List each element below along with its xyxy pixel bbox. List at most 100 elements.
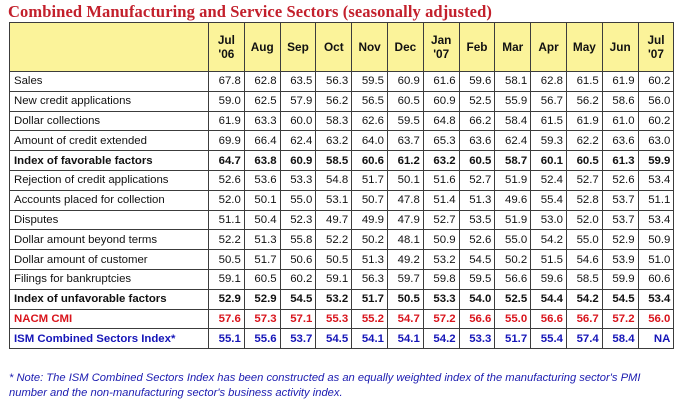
value-cell: 49.9 [351, 209, 388, 231]
value-cell: 56.0 [637, 308, 675, 330]
value-cell: 62.8 [530, 71, 567, 92]
value-cell: 51.6 [422, 169, 460, 191]
value-cell: 52.6 [208, 169, 245, 191]
column-header: Jun [601, 22, 639, 72]
row-label: New credit applications [9, 90, 209, 112]
indices-table: Jul '06 Aug Sep Oct Nov Dec Jan '07 Feb Mar Apr May J… [9, 22, 675, 350]
value-cell: 56.2 [315, 90, 353, 112]
column-month: Feb [466, 40, 488, 54]
column-month: Dec [394, 40, 417, 54]
column-header: Nov [351, 22, 388, 72]
row-label: Accounts placed for collection [9, 189, 209, 211]
value-cell: 60.1 [530, 150, 567, 171]
value-cell: 56.7 [565, 308, 603, 330]
value-cell: 60.9 [422, 90, 460, 112]
value-cell: 53.7 [601, 209, 639, 231]
value-cell: 52.0 [208, 189, 245, 211]
value-cell: 60.0 [279, 110, 317, 132]
value-cell: 62.5 [243, 90, 281, 112]
value-cell: 60.5 [243, 268, 281, 290]
value-cell: 59.1 [315, 268, 353, 290]
value-cell: 51.1 [208, 209, 245, 231]
value-cell: 57.9 [279, 90, 317, 112]
value-cell: 58.4 [601, 328, 639, 350]
value-cell: 52.2 [315, 229, 353, 251]
column-header: Feb [458, 22, 496, 72]
row-label: NACM CMI [9, 308, 209, 330]
value-cell: 48.1 [386, 229, 424, 251]
value-cell: 53.7 [279, 328, 317, 350]
value-cell: 52.2 [208, 229, 245, 251]
value-cell: 50.5 [386, 288, 424, 310]
column-header: Dec [386, 22, 424, 72]
table-row: Amount of credit extended 69.9 66.4 62.4 63.… [9, 130, 675, 152]
table-row: Rejection of credit applications 52.6 53.6… [9, 169, 675, 191]
column-year: '07 [647, 47, 664, 61]
value-cell: 62.2 [565, 130, 603, 152]
value-cell: 58.1 [494, 71, 532, 92]
value-cell: 50.5 [315, 249, 353, 270]
value-cell: 59.5 [458, 268, 496, 290]
value-cell: 49.2 [386, 249, 424, 270]
value-cell: 61.0 [601, 110, 639, 132]
value-cell: 53.6 [243, 169, 281, 191]
value-cell: 65.3 [422, 130, 460, 152]
value-cell: 50.7 [351, 189, 388, 211]
row-label: Index of unfavorable factors [9, 288, 209, 310]
value-cell: 62.4 [494, 130, 532, 152]
value-cell: 56.7 [530, 90, 567, 112]
value-cell: 55.2 [351, 308, 388, 330]
value-cell: 61.5 [530, 110, 567, 132]
table-row: Sales 67.8 62.8 63.5 56.3 59.5 60.9 61.6 59.6 58.… [9, 71, 675, 92]
value-cell: 55.9 [494, 90, 532, 112]
value-cell: 63.0 [637, 130, 675, 152]
column-month: Oct [323, 40, 344, 54]
value-cell: 55.0 [494, 308, 532, 330]
column-header: Aug [243, 22, 281, 72]
header-label-cell [9, 22, 209, 72]
value-cell: 59.3 [530, 130, 567, 152]
value-cell: 54.7 [386, 308, 424, 330]
value-cell: 59.5 [351, 71, 388, 92]
value-cell: 60.5 [565, 150, 603, 171]
value-cell: 52.7 [565, 169, 603, 191]
value-cell: 54.2 [565, 288, 603, 310]
value-cell: 59.0 [208, 90, 245, 112]
value-cell: 64.8 [422, 110, 460, 132]
value-cell: 58.5 [315, 150, 353, 171]
value-cell: 61.5 [565, 71, 603, 92]
column-month: Mar [502, 40, 524, 54]
value-cell: 62.6 [351, 110, 388, 132]
table-row: ISM Combined Sectors Index* 55.1 55.6 53.7 5… [9, 328, 675, 350]
row-label: Index of favorable factors [9, 150, 209, 171]
table-row: Filings for bankruptcies 59.1 60.5 60.2 59.1… [9, 268, 675, 290]
table-row: Index of unfavorable factors 52.9 52.9 54.5… [9, 288, 675, 310]
table-row: Dollar amount beyond terms 52.2 51.3 55.8 52… [9, 229, 675, 251]
table-row: Index of favorable factors 64.7 63.8 60.9 58… [9, 150, 675, 171]
value-cell: 53.3 [458, 328, 496, 350]
row-label: ISM Combined Sectors Index* [9, 328, 209, 350]
value-cell: 64.0 [351, 130, 388, 152]
value-cell: 61.9 [208, 110, 245, 132]
column-month: Nov [358, 40, 381, 54]
value-cell: 53.3 [279, 169, 317, 191]
table-title: Combined Manufacturing and Service Secto… [8, 2, 492, 21]
value-cell: 52.6 [458, 229, 496, 251]
value-cell: 59.9 [601, 268, 639, 290]
value-cell: 59.5 [386, 110, 424, 132]
value-cell: 52.5 [458, 90, 496, 112]
value-cell: 60.9 [279, 150, 317, 171]
value-cell: 57.2 [422, 308, 460, 330]
value-cell: 55.4 [530, 189, 567, 211]
value-cell: 51.9 [494, 209, 532, 231]
value-cell: 63.6 [601, 130, 639, 152]
value-cell: 54.2 [530, 229, 567, 251]
value-cell: 54.4 [530, 288, 567, 310]
value-cell: 66.4 [243, 130, 281, 152]
row-label: Dollar collections [9, 110, 209, 132]
value-cell: 55.6 [243, 328, 281, 350]
value-cell: 52.6 [601, 169, 639, 191]
value-cell: 54.0 [458, 288, 496, 310]
value-cell: 50.5 [208, 249, 245, 270]
value-cell: 60.6 [637, 268, 675, 290]
